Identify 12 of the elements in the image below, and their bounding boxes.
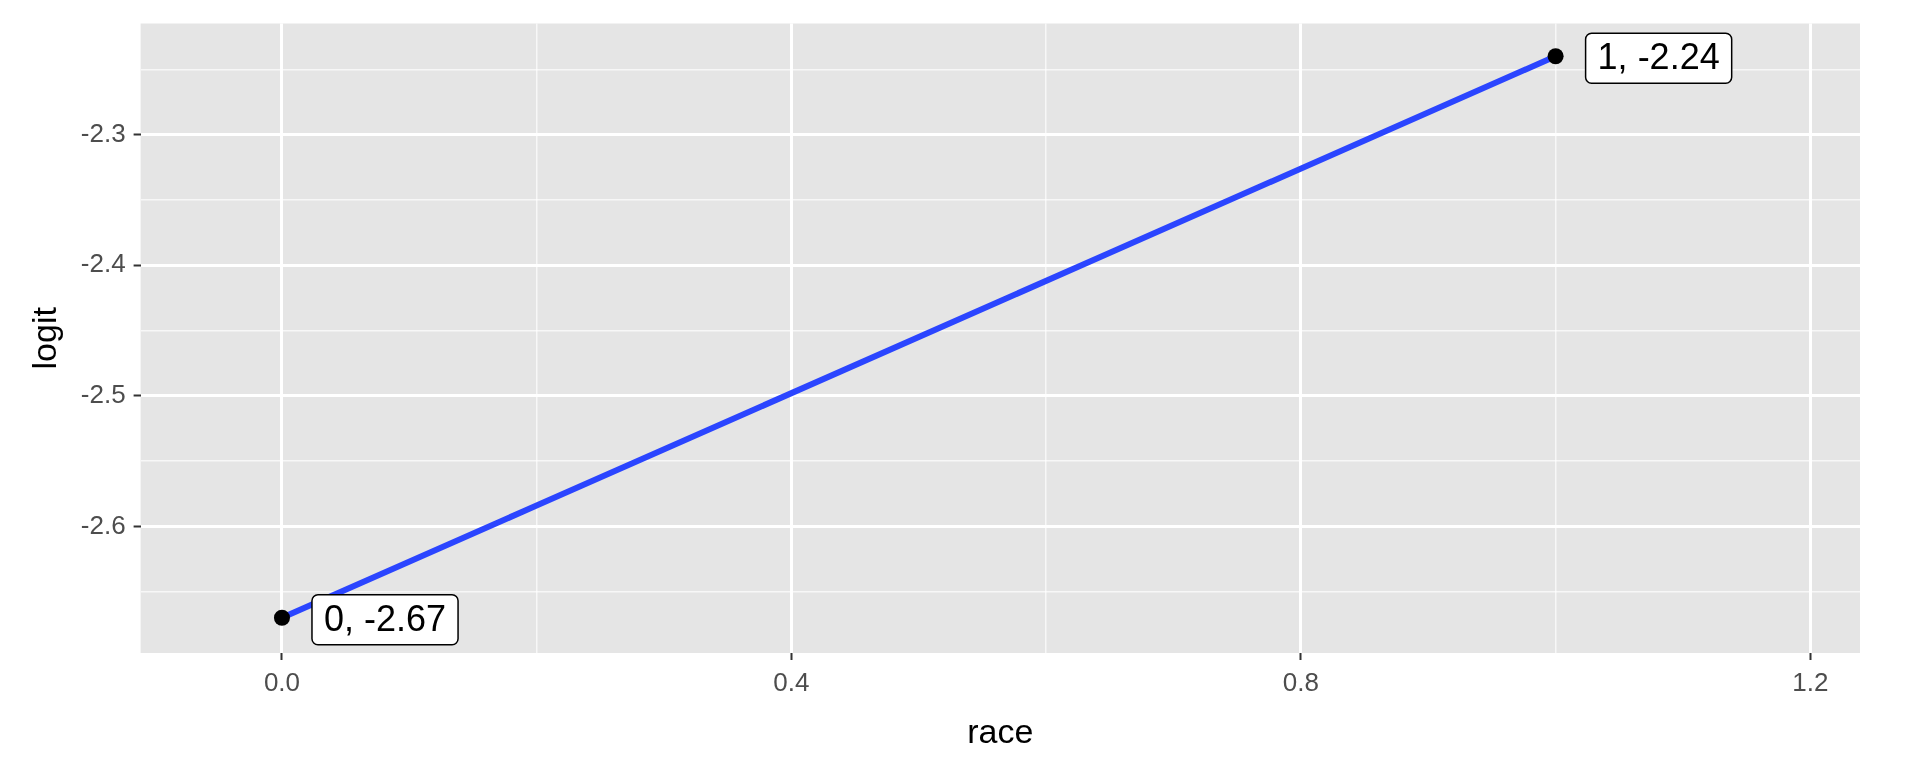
annotation: 1, -2.24 — [1597, 36, 1720, 78]
annotation: 0, -2.67 — [323, 597, 447, 639]
x-tick-label: 0.8 — [1282, 666, 1319, 697]
x-tick-label: 0.4 — [773, 666, 810, 697]
y-tick-label: -2.3 — [80, 117, 126, 148]
x-tick-label: 0.0 — [263, 666, 301, 697]
y-tick-label: -2.5 — [80, 378, 126, 409]
y-tick-label: -2.4 — [80, 248, 126, 279]
y-tick-label: -2.6 — [80, 509, 126, 540]
y-axis-title: logit — [24, 306, 63, 370]
x-axis-title: race — [967, 711, 1034, 750]
x-tick-label: 1.2 — [1792, 666, 1829, 697]
